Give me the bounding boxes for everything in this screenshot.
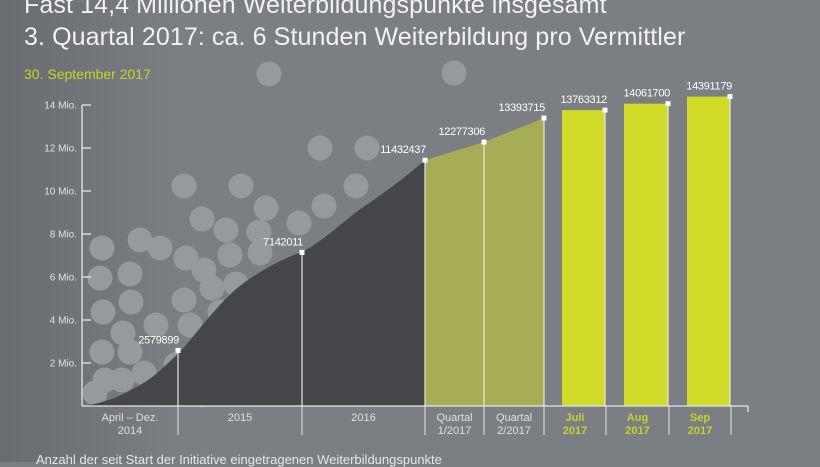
bubble-icon (256, 61, 282, 87)
x-tick-label: 2017 (625, 425, 649, 437)
y-tick-label: 8 Mio. (50, 230, 77, 241)
bubble-icon (171, 287, 197, 313)
bubble-icon (177, 312, 203, 338)
bubble-icon (307, 135, 333, 161)
data-label: 2579899 (138, 335, 179, 347)
area-2014-2016 (82, 160, 425, 406)
data-point-marker (481, 139, 487, 145)
data-label: 11432437 (380, 144, 426, 156)
date-label: 30. September 2017 (24, 66, 151, 82)
bubble-icon (228, 173, 254, 199)
data-point-marker (727, 94, 733, 100)
bubble-icon (127, 227, 153, 253)
bar-juli (562, 110, 605, 406)
data-point-marker (299, 249, 305, 255)
chart-subtitle: 3. Quartal 2017: ca. 6 Stunden Weiterbil… (24, 23, 686, 51)
data-label: 14061700 (623, 88, 670, 100)
bubble-icon (213, 217, 239, 243)
y-tick-label: 6 Mio. (50, 273, 77, 284)
bubble-icon (286, 210, 312, 236)
bubble-icon (89, 235, 115, 261)
data-point-marker (175, 348, 181, 354)
bubble-icon (191, 257, 217, 283)
y-tick-label: 14 Mio. (44, 101, 77, 112)
bubble-icon (189, 206, 215, 232)
bubble-icon (117, 261, 143, 287)
bubble-icon (147, 235, 173, 261)
x-tick-label: 2015 (228, 412, 252, 424)
bubble-icon (343, 173, 369, 199)
bar-sep (687, 96, 730, 406)
x-tick-label: 2017 (563, 425, 587, 437)
bar-series (562, 96, 730, 406)
data-label: 13393715 (498, 102, 545, 114)
bubble-icon (89, 339, 115, 365)
data-point-marker (541, 115, 547, 121)
bubble-icon (441, 60, 467, 86)
data-label: 12277306 (438, 126, 485, 138)
bubble-icon (118, 289, 144, 315)
x-tick-label: Juli (566, 412, 585, 424)
bubble-icon (247, 240, 273, 266)
x-tick-label: 2016 (351, 412, 375, 424)
data-labels: 2579899 7142011 11432437 12277306 13393715 13… (138, 81, 732, 347)
bubble-icon (217, 242, 243, 268)
bubble-icon (246, 219, 272, 245)
y-tick-label: 4 Mio. (50, 316, 77, 327)
x-tick-label: Sep (690, 412, 710, 424)
y-tick-label: 2 Mio. (50, 359, 77, 370)
bubble-icon (87, 265, 113, 291)
bubble-icon (92, 367, 118, 393)
area-series (82, 118, 544, 406)
x-tick-label: Quartal (436, 412, 472, 424)
bubble-icon (171, 173, 197, 199)
bubble-icon (173, 245, 199, 271)
data-label: 7142011 (263, 236, 303, 248)
footer-caption: Anzahl der seit Start der Initiative ein… (36, 452, 442, 467)
x-tick-label: 2017 (688, 425, 712, 437)
x-tick-label: April – Dez. (102, 412, 159, 424)
x-tick-label: Aug (627, 412, 648, 424)
y-tick-label: 10 Mio. (44, 187, 77, 198)
axes: 2 Mio. 4 Mio. 6 Mio. 8 Mio. 10 Mio. 12 Mio. 14… (44, 101, 749, 437)
bubble-icon (110, 320, 136, 346)
chart-title: Fast 14,4 Millionen Weiterbildungspunkte… (24, 0, 607, 19)
x-tick-label: 2/2017 (497, 425, 531, 437)
data-point-marker (602, 107, 608, 113)
bubble-icon (311, 193, 337, 219)
bubble-icon (354, 135, 380, 161)
data-point-marker (422, 157, 428, 163)
x-tick-label: Quartal (496, 412, 532, 424)
data-markers (175, 94, 733, 406)
bubble-icon (253, 195, 279, 221)
data-label: 14391179 (686, 81, 732, 93)
data-label: 13763312 (560, 94, 607, 106)
bubble-icon (143, 312, 169, 338)
bar-aug (624, 103, 668, 406)
y-tick-label: 12 Mio. (44, 144, 77, 155)
bubble-icon (117, 339, 143, 365)
x-tick-label: 1/2017 (438, 425, 472, 437)
bubble-icon (90, 299, 116, 325)
x-tick-label: 2014 (118, 425, 142, 437)
bubble-decoration (82, 60, 467, 408)
data-point-marker (665, 101, 671, 107)
